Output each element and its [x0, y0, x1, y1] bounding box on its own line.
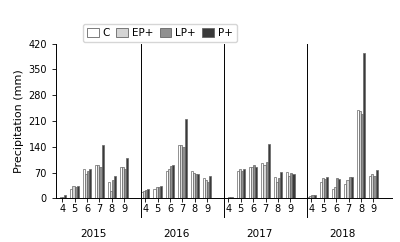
Bar — [166, 171, 168, 198]
Bar — [249, 167, 251, 198]
Bar — [168, 169, 170, 198]
Bar — [126, 158, 128, 198]
Bar — [312, 196, 314, 198]
Bar — [70, 189, 72, 198]
Bar — [288, 176, 290, 198]
Text: 2016: 2016 — [163, 229, 190, 239]
Y-axis label: Precipitation (mm): Precipitation (mm) — [14, 69, 24, 173]
Bar — [114, 176, 116, 198]
Bar — [158, 187, 160, 198]
Bar — [338, 179, 340, 198]
Bar — [332, 189, 334, 198]
Bar — [156, 187, 158, 198]
Bar — [359, 111, 361, 198]
Bar — [182, 147, 184, 198]
Bar — [85, 174, 87, 198]
Bar — [172, 165, 174, 198]
Bar — [268, 144, 270, 198]
Bar — [239, 169, 241, 198]
Bar — [309, 196, 312, 198]
Bar — [255, 167, 257, 198]
Bar — [110, 191, 112, 198]
Bar — [274, 177, 276, 198]
Bar — [236, 171, 239, 198]
Bar — [276, 182, 278, 198]
Bar — [60, 197, 62, 198]
Bar — [351, 177, 353, 198]
Bar — [205, 180, 207, 198]
Bar — [253, 165, 255, 198]
Bar — [147, 189, 150, 198]
Bar — [334, 187, 336, 198]
Bar — [264, 165, 266, 198]
Bar — [363, 53, 365, 198]
Text: 2018: 2018 — [329, 229, 356, 239]
Bar — [326, 177, 328, 198]
Bar — [209, 176, 212, 198]
Bar — [361, 114, 363, 198]
Legend: C, EP+, LP+, P+: C, EP+, LP+, P+ — [83, 24, 237, 42]
Bar — [102, 145, 104, 198]
Bar — [369, 176, 371, 198]
Bar — [197, 174, 199, 198]
Bar — [346, 180, 349, 198]
Bar — [261, 163, 264, 198]
Bar — [230, 197, 232, 198]
Bar — [64, 196, 66, 198]
Bar — [324, 179, 326, 198]
Bar — [184, 119, 187, 198]
Bar — [266, 162, 268, 198]
Text: 2015: 2015 — [80, 229, 106, 239]
Bar — [286, 172, 288, 198]
Bar — [228, 197, 230, 198]
Bar — [87, 171, 89, 198]
Bar — [292, 174, 294, 198]
Bar — [322, 178, 324, 198]
Bar — [120, 167, 122, 198]
Bar — [314, 195, 316, 198]
Bar — [74, 187, 77, 198]
Bar — [374, 176, 376, 198]
Bar — [344, 184, 346, 198]
Bar — [143, 191, 145, 198]
Bar — [349, 177, 351, 198]
Bar — [320, 182, 322, 198]
Bar — [89, 169, 91, 198]
Bar — [193, 173, 195, 198]
Bar — [241, 171, 243, 198]
Bar — [180, 145, 182, 198]
Bar — [191, 171, 193, 198]
Bar — [141, 192, 143, 198]
Bar — [336, 178, 338, 198]
Bar — [97, 165, 99, 198]
Bar — [357, 110, 359, 198]
Bar — [160, 186, 162, 198]
Bar — [124, 169, 126, 198]
Bar — [95, 165, 97, 198]
Bar — [207, 182, 209, 198]
Bar — [62, 197, 64, 198]
Bar — [307, 197, 309, 198]
Bar — [195, 174, 197, 198]
Bar — [145, 190, 147, 198]
Bar — [203, 178, 205, 198]
Bar — [290, 173, 292, 198]
Bar — [280, 172, 282, 198]
Text: 2017: 2017 — [246, 229, 272, 239]
Bar — [108, 182, 110, 198]
Bar — [154, 189, 156, 198]
Bar — [83, 169, 85, 198]
Bar — [99, 167, 102, 198]
Bar — [122, 167, 124, 198]
Bar — [243, 169, 245, 198]
Bar — [77, 186, 79, 198]
Bar — [278, 178, 280, 198]
Bar — [178, 145, 180, 198]
Bar — [72, 186, 74, 198]
Bar — [376, 170, 378, 198]
Bar — [170, 166, 172, 198]
Bar — [251, 167, 253, 198]
Bar — [371, 174, 374, 198]
Bar — [112, 180, 114, 198]
